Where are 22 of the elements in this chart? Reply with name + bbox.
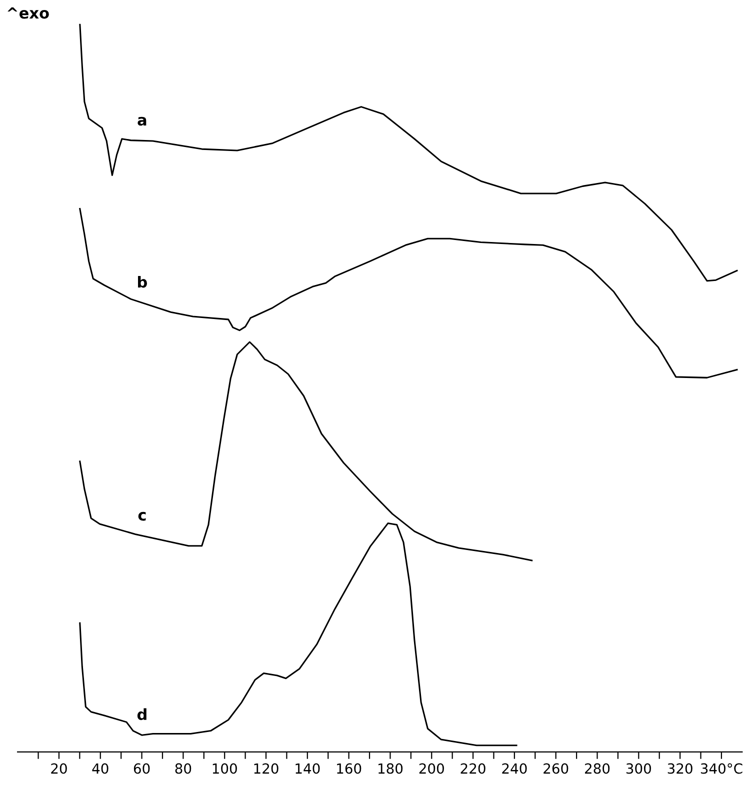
x-tick-label: 60 (134, 763, 150, 774)
x-tick-label: 220 (460, 763, 486, 774)
x-tick-label: 120 (254, 763, 278, 774)
series-label: c (138, 512, 146, 521)
x-tick-label: 180 (378, 763, 403, 774)
series-label: a (138, 116, 146, 126)
x-tick-label: 100 (212, 763, 237, 774)
x-tick-label: 20 (51, 763, 67, 774)
x-tick-label: 80 (175, 763, 192, 774)
x-tick-label: 280 (585, 763, 610, 774)
series-label: b (138, 276, 147, 288)
x-tick-label: 320 (668, 763, 692, 774)
x-tick-label: 140 (296, 763, 320, 774)
x-tick-label: 260 (544, 763, 568, 774)
x-tick-label: 200 (419, 763, 444, 774)
x-tick-label: 40 (92, 763, 108, 774)
x-tick-label: 240 (502, 763, 527, 774)
series-label: d (137, 708, 146, 720)
x-tick-label: 340°C (700, 763, 742, 774)
text: ^exo (8, 7, 49, 19)
x-tick-label: 160 (337, 763, 362, 774)
x-tick-label: 300 (626, 763, 651, 774)
